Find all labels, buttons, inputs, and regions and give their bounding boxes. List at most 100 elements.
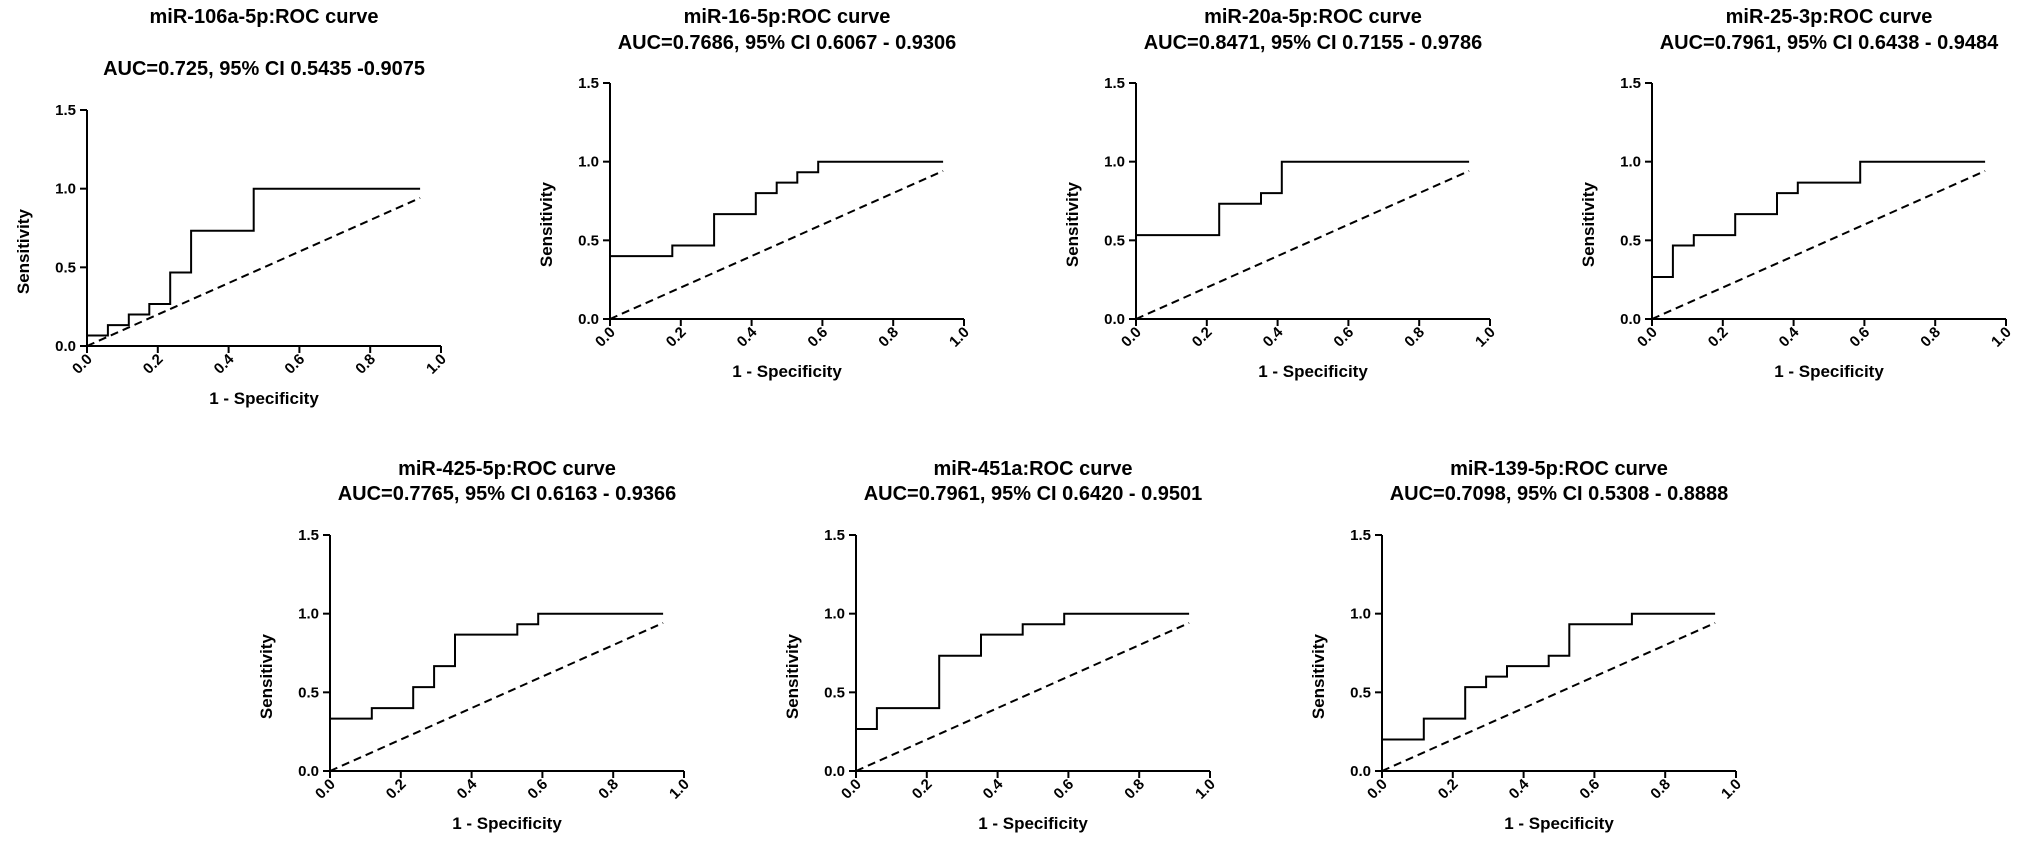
roc-curve-line (1381, 612, 1716, 771)
y-tick-label: 0.0 (1620, 311, 1641, 328)
x-tick-label: 0.4 (1260, 323, 1287, 350)
chart-subtitle: AUC=0.7961, 95% CI 0.6438 - 0.9484 (1660, 32, 1999, 54)
y-tick-label: 0.5 (1104, 232, 1125, 249)
y-tick-label: 1.0 (298, 606, 319, 623)
x-tick-label: 0.2 (909, 776, 936, 803)
roc-panel-1: miR-106a-5p:ROC curve AUC=0.725, 95% CI 0… (14, 6, 450, 408)
y-tick-label: 1.0 (55, 181, 76, 198)
y-tick-label: 0.5 (1350, 684, 1371, 701)
reference-diagonal-line (855, 621, 1190, 772)
y-tick-label: 1.0 (578, 154, 599, 171)
chart-title: miR-425-5p:ROC curve (398, 458, 616, 480)
x-tick-label: 0.6 (1846, 324, 1873, 351)
y-tick-label: 0.5 (298, 684, 319, 701)
chart-subtitle: AUC=0.725, 95% CI 0.5435 -0.9075 (103, 58, 425, 80)
x-axis-label: 1 - Specificity (978, 814, 1088, 833)
roc-panel-3: miR-20a-5p:ROC curve AUC=0.8471, 95% CI 0… (1063, 6, 1499, 381)
y-tick-label: 0.5 (824, 684, 845, 701)
x-axis-label: 1 - Specificity (1258, 362, 1368, 381)
x-tick-label: 1.0 (1192, 776, 1219, 803)
y-tick-label: 0.5 (55, 259, 76, 276)
y-tick-label: 1.5 (1350, 527, 1371, 544)
x-tick-label: 0.6 (281, 351, 308, 378)
chart-title: miR-25-3p:ROC curve (1726, 6, 1933, 28)
x-tick-label: 0.4 (1506, 775, 1533, 802)
x-tick-label: 0.6 (524, 776, 551, 803)
y-tick-label: 1.5 (824, 527, 845, 544)
y-tick-label: 0.0 (578, 311, 599, 328)
y-tick-label: 0.0 (298, 763, 319, 780)
y-tick-label: 0.0 (1104, 311, 1125, 328)
chart-subtitle: AUC=0.7098, 95% CI 0.5308 - 0.8888 (1390, 483, 1729, 505)
y-tick-label: 1.5 (1620, 75, 1641, 92)
x-tick-label: 0.4 (980, 775, 1007, 802)
y-tick-label: 1.0 (824, 606, 845, 623)
y-tick-label: 1.5 (55, 102, 76, 119)
x-axis-label: 1 - Specificity (732, 362, 842, 381)
y-axis-label: Sensitivity (1579, 182, 1598, 268)
y-axis-label: Sensitivity (1309, 634, 1328, 720)
x-tick-label: 0.4 (454, 775, 481, 802)
x-tick-label: 0.2 (140, 351, 167, 378)
chart-title: miR-139-5p:ROC curve (1450, 458, 1668, 480)
y-tick-label: 1.0 (1350, 606, 1371, 623)
x-tick-label: 0.8 (1917, 324, 1944, 351)
x-tick-label: 0.4 (1776, 323, 1803, 350)
roc-curve-line (855, 612, 1190, 771)
x-tick-label: 0.8 (1401, 324, 1428, 351)
y-tick-label: 1.0 (1104, 154, 1125, 171)
y-tick-label: 0.5 (1620, 232, 1641, 249)
roc-panel-6: miR-451a:ROC curve AUC=0.7961, 95% CI 0.6… (783, 458, 1219, 833)
reference-diagonal-line (1135, 169, 1470, 320)
y-tick-label: 1.5 (578, 75, 599, 92)
x-tick-label: 1.0 (423, 351, 450, 378)
x-tick-label: 0.2 (1189, 324, 1216, 351)
x-tick-label: 0.2 (1435, 776, 1462, 803)
chart-title: miR-20a-5p:ROC curve (1204, 6, 1422, 28)
x-axis-label: 1 - Specificity (1774, 362, 1884, 381)
reference-diagonal-line (1651, 169, 1986, 320)
x-tick-label: 1.0 (666, 776, 693, 803)
x-tick-label: 0.2 (663, 324, 690, 351)
y-tick-label: 0.0 (824, 763, 845, 780)
roc-curve-line (329, 612, 664, 771)
y-axis-label: Sensitivity (783, 634, 802, 720)
x-tick-label: 1.0 (946, 324, 973, 351)
x-tick-label: 0.8 (352, 351, 379, 378)
x-tick-label: 1.0 (1472, 324, 1499, 351)
x-tick-label: 1.0 (1718, 776, 1745, 803)
y-axis-label: Sensitivity (257, 634, 276, 720)
x-tick-label: 0.2 (383, 776, 410, 803)
x-tick-label: 0.6 (804, 324, 831, 351)
y-axis-label: Sensitivity (537, 182, 556, 268)
roc-panel-2: miR-16-5p:ROC curve AUC=0.7686, 95% CI 0.… (537, 6, 973, 381)
y-tick-label: 1.0 (1620, 154, 1641, 171)
reference-diagonal-line (609, 169, 944, 320)
chart-subtitle: AUC=0.7686, 95% CI 0.6067 - 0.9306 (618, 32, 957, 54)
y-tick-label: 1.5 (298, 527, 319, 544)
chart-title: miR-106a-5p:ROC curve (150, 6, 379, 28)
x-axis-label: 1 - Specificity (1504, 814, 1614, 833)
reference-diagonal-line (1381, 621, 1716, 772)
roc-curve-line (1651, 160, 1986, 319)
x-tick-label: 0.4 (734, 323, 761, 350)
x-tick-label: 0.6 (1330, 324, 1357, 351)
roc-panel-7: miR-139-5p:ROC curve AUC=0.7098, 95% CI 0… (1309, 458, 1745, 833)
reference-diagonal-line (329, 621, 664, 772)
x-tick-label: 0.8 (595, 776, 622, 803)
x-tick-label: 0.4 (211, 350, 238, 377)
roc-curve-line (86, 187, 421, 346)
chart-subtitle: AUC=0.7765, 95% CI 0.6163 - 0.9366 (338, 483, 677, 505)
y-axis-label: Sensitivity (1063, 182, 1082, 268)
roc-panel-5: miR-425-5p:ROC curve AUC=0.7765, 95% CI 0… (257, 458, 693, 833)
x-tick-label: 0.8 (1121, 776, 1148, 803)
y-tick-label: 1.5 (1104, 75, 1125, 92)
y-tick-label: 0.0 (55, 338, 76, 355)
chart-subtitle: AUC=0.8471, 95% CI 0.7155 - 0.9786 (1144, 32, 1483, 54)
roc-curve-line (1135, 160, 1470, 319)
x-tick-label: 0.6 (1576, 776, 1603, 803)
x-tick-label: 0.6 (1050, 776, 1077, 803)
x-tick-label: 0.8 (1647, 776, 1674, 803)
x-tick-label: 1.0 (1988, 324, 2015, 351)
